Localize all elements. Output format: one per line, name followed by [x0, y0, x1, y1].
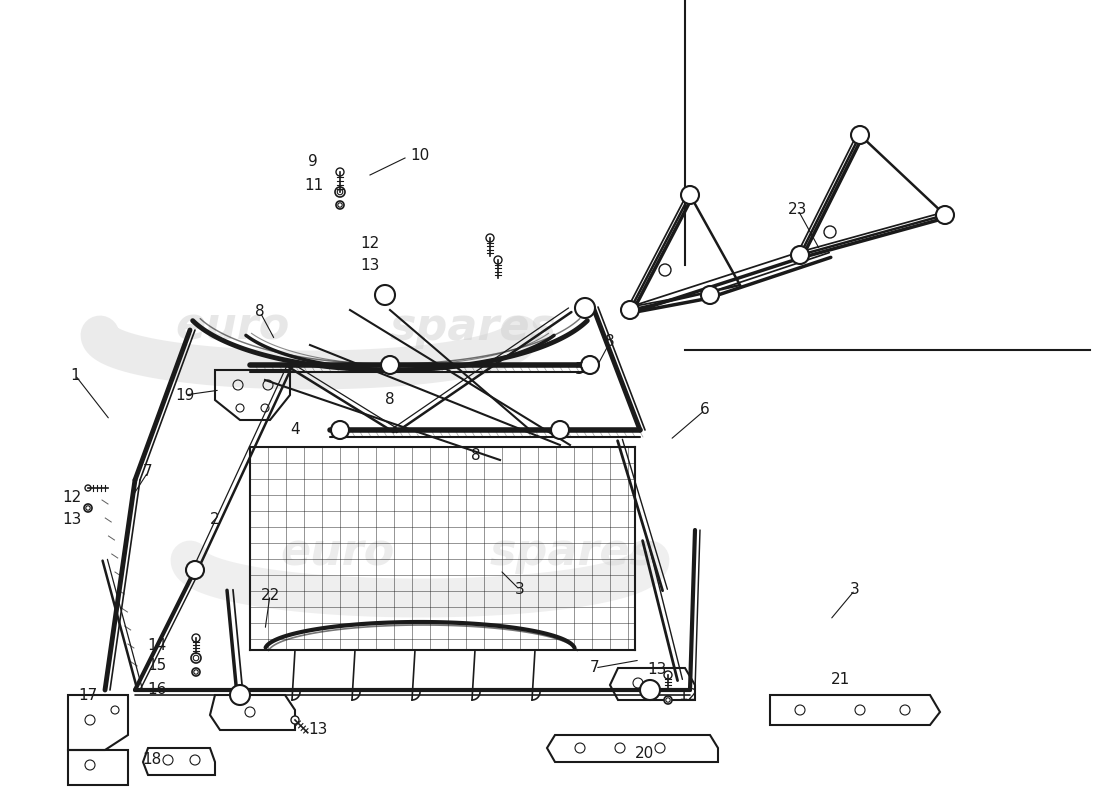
Circle shape: [336, 168, 344, 176]
Circle shape: [551, 421, 569, 439]
Circle shape: [338, 190, 343, 194]
Text: 11: 11: [305, 178, 323, 193]
Text: 19: 19: [175, 387, 195, 402]
Text: 6: 6: [700, 402, 710, 418]
Text: 3: 3: [850, 582, 860, 598]
Circle shape: [664, 696, 672, 704]
Circle shape: [936, 206, 954, 224]
Text: euro: euro: [280, 531, 395, 574]
Text: 8: 8: [605, 334, 615, 350]
Circle shape: [336, 187, 345, 197]
Circle shape: [664, 671, 672, 679]
Text: 14: 14: [147, 638, 166, 653]
Text: 8: 8: [255, 305, 265, 319]
Circle shape: [230, 685, 250, 705]
Circle shape: [192, 634, 200, 642]
Text: 18: 18: [142, 753, 162, 767]
Text: 22: 22: [261, 587, 279, 602]
Text: spares: spares: [490, 531, 657, 574]
Circle shape: [486, 234, 494, 242]
Circle shape: [851, 126, 869, 144]
Circle shape: [640, 680, 660, 700]
Circle shape: [194, 655, 199, 661]
Text: 13: 13: [361, 258, 379, 273]
Circle shape: [85, 485, 91, 491]
Circle shape: [331, 421, 349, 439]
Text: 13: 13: [63, 513, 81, 527]
Text: 8: 8: [471, 447, 481, 462]
Text: 8: 8: [385, 393, 395, 407]
Circle shape: [191, 653, 201, 663]
Text: 10: 10: [410, 147, 430, 162]
Text: 16: 16: [147, 682, 167, 698]
Circle shape: [494, 256, 502, 264]
Text: 5: 5: [575, 362, 585, 378]
Circle shape: [338, 202, 342, 207]
Circle shape: [86, 506, 90, 510]
Text: 13: 13: [308, 722, 328, 738]
Text: 1: 1: [70, 367, 80, 382]
Circle shape: [194, 670, 198, 674]
Text: spares: spares: [390, 306, 557, 349]
Circle shape: [375, 285, 395, 305]
Text: 21: 21: [830, 673, 849, 687]
Circle shape: [336, 201, 344, 209]
Text: 12: 12: [63, 490, 81, 506]
Circle shape: [681, 186, 698, 204]
Circle shape: [791, 246, 808, 264]
Circle shape: [186, 561, 204, 579]
Text: 17: 17: [78, 687, 98, 702]
Circle shape: [575, 298, 595, 318]
Circle shape: [381, 356, 399, 374]
Text: 12: 12: [361, 235, 379, 250]
Text: euro: euro: [175, 306, 289, 349]
Circle shape: [701, 286, 719, 304]
Circle shape: [84, 504, 92, 512]
Text: 2: 2: [210, 513, 220, 527]
Text: 12: 12: [679, 687, 697, 702]
Text: 23: 23: [789, 202, 807, 218]
Circle shape: [621, 301, 639, 319]
Text: 7: 7: [591, 661, 600, 675]
Text: 4: 4: [290, 422, 300, 438]
Circle shape: [292, 716, 299, 724]
Circle shape: [581, 356, 600, 374]
Circle shape: [192, 668, 200, 676]
Text: 3: 3: [515, 582, 525, 598]
Text: 7: 7: [143, 465, 153, 479]
Text: 9: 9: [308, 154, 318, 170]
Text: 15: 15: [147, 658, 166, 673]
Text: 13: 13: [647, 662, 667, 678]
Circle shape: [666, 698, 670, 702]
Text: 20: 20: [636, 746, 654, 761]
